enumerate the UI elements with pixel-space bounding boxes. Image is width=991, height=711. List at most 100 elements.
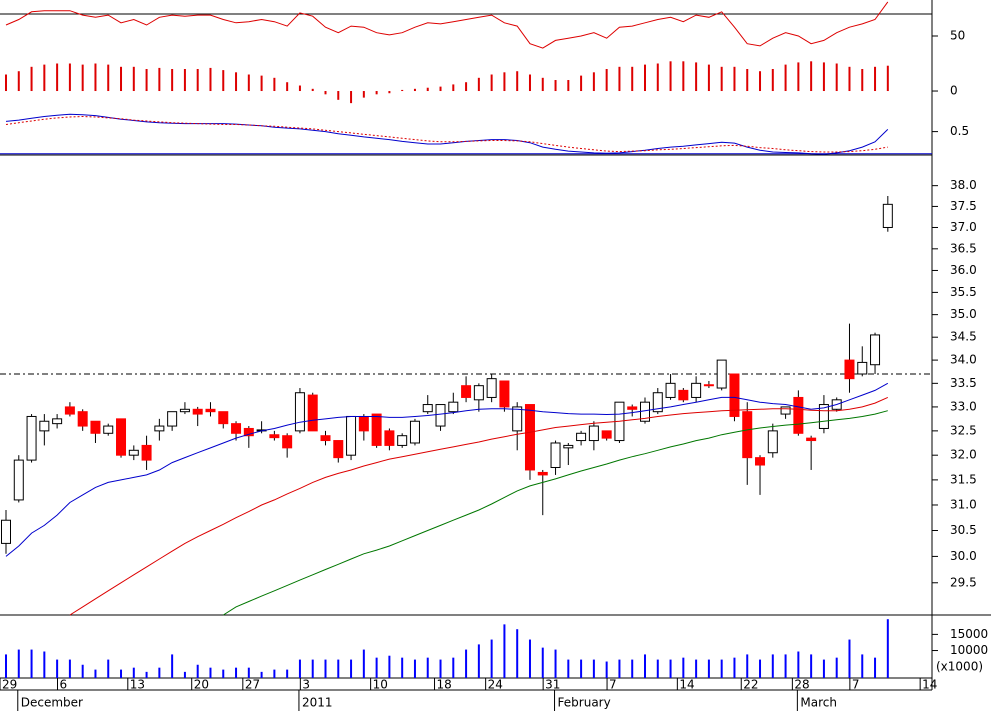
candle-body — [218, 411, 229, 425]
indicator-line — [5, 113, 889, 155]
histogram-bar — [810, 61, 813, 92]
candle-body — [167, 411, 178, 427]
candle-body — [627, 406, 638, 410]
histogram-bar — [388, 91, 391, 94]
y-tick-label: 31.0 — [950, 497, 977, 511]
histogram-bar — [107, 64, 110, 92]
histogram-bar — [503, 72, 506, 92]
y-tick-label: 37.5 — [950, 199, 977, 213]
histogram-bar — [222, 70, 225, 92]
histogram-bar — [413, 88, 416, 92]
candle-body — [243, 427, 254, 437]
month-label: February — [558, 696, 611, 710]
candle-body — [461, 385, 472, 398]
candle-body — [601, 430, 612, 439]
candle-body — [793, 396, 804, 434]
y-tick-label: 29.5 — [950, 575, 977, 589]
indicator-line — [5, 1, 889, 49]
candle-body — [231, 423, 242, 434]
candle-body — [473, 385, 484, 401]
candle-body — [358, 415, 369, 432]
candle-body — [512, 406, 523, 432]
y-tick-label: 30.5 — [950, 523, 977, 537]
histogram-bar — [362, 91, 365, 98]
x-tick-label: 29 — [2, 678, 17, 692]
histogram-bar — [477, 77, 480, 92]
histogram-bar — [707, 64, 710, 92]
x-tick-label: 14 — [679, 678, 694, 692]
candle-body — [524, 404, 535, 471]
histogram-bar — [286, 82, 289, 92]
x-tick-label: 28 — [794, 678, 809, 692]
histogram-bar — [158, 67, 161, 92]
y-tick-label: 36.0 — [950, 263, 977, 277]
indicator-line — [69, 396, 889, 616]
candle-body — [409, 420, 420, 444]
candle-body — [486, 378, 497, 398]
y-tick-label: 34.5 — [950, 330, 977, 344]
candle-body — [294, 392, 305, 432]
histogram-bar — [43, 64, 46, 92]
y-tick-label: 35.5 — [950, 285, 977, 299]
candle-body — [422, 404, 433, 413]
histogram-bar — [273, 77, 276, 92]
candle-body — [435, 404, 446, 427]
x-tick-label: 14 — [922, 678, 937, 692]
y-tick-label: 50 — [950, 28, 965, 42]
histogram-bar — [861, 69, 864, 92]
candle-body — [346, 415, 357, 456]
candle-body — [205, 408, 216, 413]
candle-body — [857, 361, 868, 375]
candle-body — [780, 406, 791, 415]
candle-body — [755, 457, 766, 466]
x-tick-label: 31 — [545, 678, 560, 692]
histogram-bar — [426, 87, 429, 92]
candle-body — [77, 411, 88, 427]
candle-body — [141, 444, 152, 461]
histogram-bar — [644, 64, 646, 92]
histogram-bar — [580, 75, 583, 92]
histogram-bar — [516, 71, 519, 92]
candle-body — [116, 418, 127, 456]
histogram-bar — [592, 72, 595, 92]
histogram-bar — [746, 69, 749, 92]
y-tick-label: 32.5 — [950, 423, 977, 437]
histogram-bar — [401, 89, 404, 92]
x-tick-label: 20 — [194, 678, 209, 692]
candle-body — [652, 392, 663, 413]
candle-body — [742, 411, 753, 459]
volume-unit: (x1000) — [936, 660, 983, 674]
histogram-bar — [631, 66, 634, 92]
histogram-bar — [350, 91, 353, 104]
y-tick-label: 37.0 — [950, 220, 977, 234]
candle-body — [371, 413, 382, 446]
histogram-bar — [209, 67, 212, 92]
x-tick-label: 24 — [488, 678, 503, 692]
histogram-bar — [822, 62, 825, 92]
histogram-bar — [759, 71, 762, 92]
histogram-bar — [669, 61, 672, 92]
candle-body — [192, 408, 203, 415]
month-label: 2011 — [302, 696, 333, 710]
candle-body — [397, 435, 408, 446]
candle-body — [307, 394, 318, 432]
histogram-bar — [835, 63, 838, 92]
histogram-bar — [311, 88, 314, 92]
histogram-bar — [68, 63, 71, 92]
indicator-line — [223, 410, 888, 616]
candle-body — [844, 359, 855, 380]
y-tick-label: 33.5 — [950, 376, 977, 390]
candle-body — [320, 435, 331, 442]
x-tick-label: 18 — [437, 678, 452, 692]
histogram-bar — [797, 62, 800, 92]
histogram-bar — [886, 65, 889, 92]
histogram-bar — [554, 80, 557, 92]
histogram-bar — [682, 61, 685, 92]
candle-body — [588, 425, 599, 442]
candle-body — [269, 434, 280, 439]
y-tick-label: 15000 — [950, 627, 988, 641]
candle-body — [678, 389, 689, 401]
histogram-bar — [132, 66, 135, 92]
indicator-line — [5, 115, 888, 153]
